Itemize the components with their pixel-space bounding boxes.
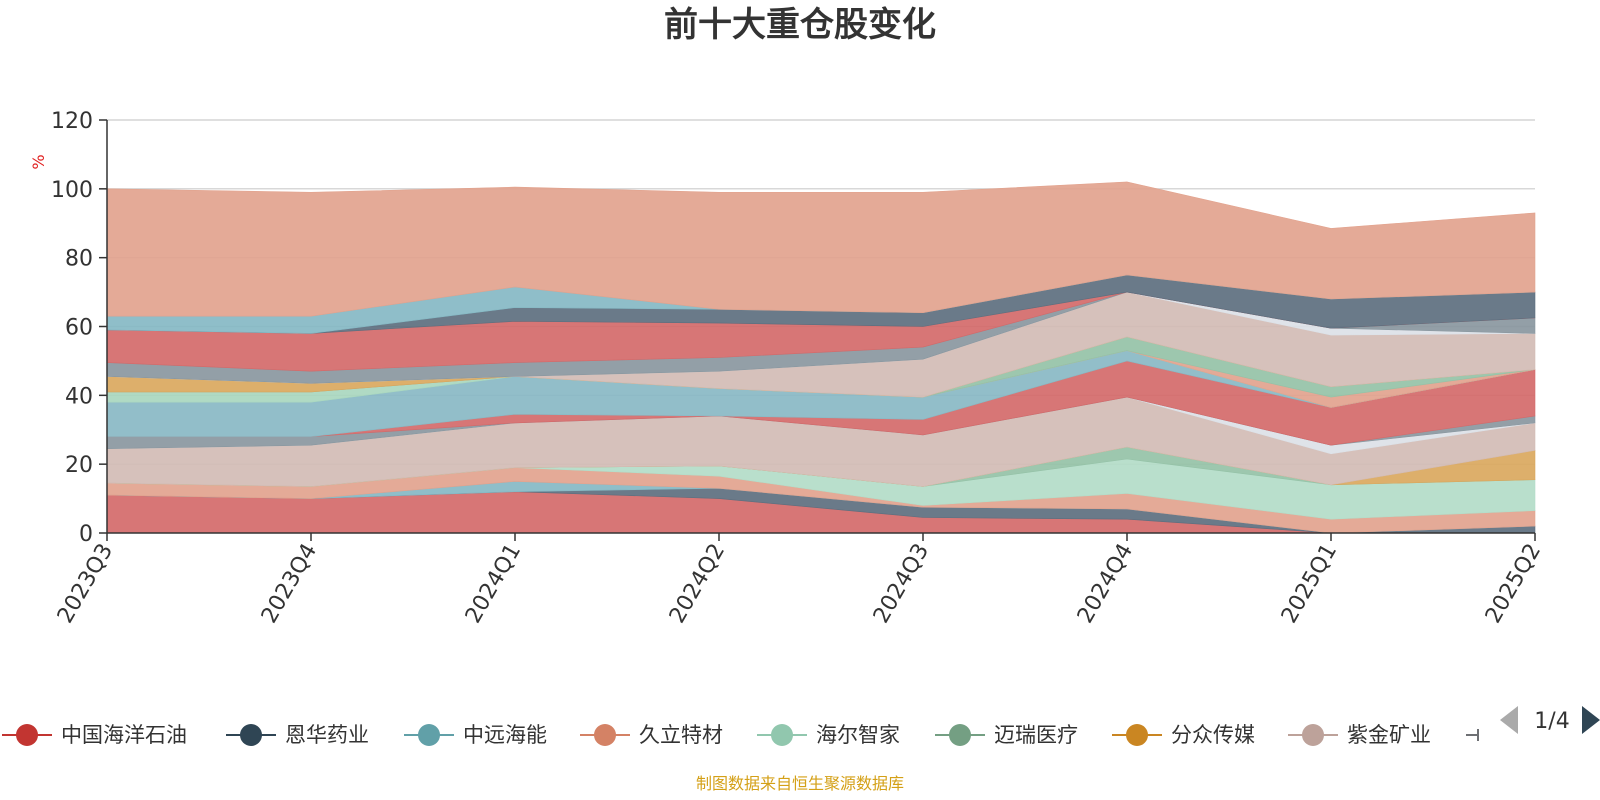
legend-item[interactable]: 分众传媒 (1112, 723, 1255, 747)
y-tick-label: 100 (51, 178, 93, 203)
legend-label: 紫金矿业 (1347, 723, 1431, 747)
legend-label: 中国海洋石油 (61, 723, 187, 747)
legend-item[interactable]: 紫金矿业 (1288, 723, 1431, 747)
y-tick-label: 40 (65, 384, 93, 409)
legend-label: 恩华药业 (285, 723, 369, 747)
legend-item[interactable]: 中国海洋石油 (2, 723, 187, 747)
legend-item[interactable]: 久立特材 (580, 723, 723, 747)
legend-item[interactable]: 迈瑞医疗 (935, 723, 1078, 747)
legend-label: 迈瑞医疗 (994, 723, 1078, 747)
legend-marker-icon (240, 724, 262, 746)
y-tick-label: 120 (51, 109, 93, 134)
x-tick-label: 2025Q2 (1481, 540, 1546, 628)
x-tick-label: 2024Q4 (1073, 540, 1138, 628)
legend-marker-icon (1126, 724, 1148, 746)
legend-label: 海尔智家 (816, 723, 900, 747)
y-tick-label: 20 (65, 453, 93, 478)
x-tick-label: 2024Q1 (461, 540, 526, 628)
x-tick-label: 2023Q3 (53, 540, 118, 628)
legend-marker-icon (949, 724, 971, 746)
area-series-layer (106, 181, 1536, 534)
legend-item[interactable]: 恩华药业 (226, 723, 369, 747)
y-axis-unit-label: % (29, 154, 48, 169)
y-tick-label: 80 (65, 247, 93, 272)
legend-marker-icon (771, 724, 793, 746)
chart-title: 前十大重仓股变化 (664, 5, 936, 45)
legend-label: 久立特材 (639, 723, 723, 747)
legend-item[interactable]: 海尔智家 (757, 723, 900, 747)
legend-marker-icon (594, 724, 616, 746)
area-series-22[interactable] (106, 181, 1536, 317)
x-tick-label: 2025Q1 (1277, 540, 1342, 628)
x-tick-label: 2024Q2 (665, 540, 730, 628)
y-tick-label: 0 (79, 522, 93, 547)
legend-page-indicator: 1/4 (1534, 709, 1569, 734)
legend-label: 中远海能 (463, 723, 547, 747)
legend-marker-icon (418, 724, 440, 746)
legend-label: 分众传媒 (1171, 723, 1255, 747)
x-tick-label: 2023Q4 (257, 540, 322, 628)
legend-pager: 1/4 (1500, 706, 1600, 734)
y-tick-label: 60 (65, 316, 93, 341)
legend-next-page-icon[interactable] (1582, 706, 1600, 734)
legend-prev-page-icon[interactable] (1500, 706, 1518, 734)
legend-item[interactable]: 中远海能 (404, 723, 547, 747)
legend: 中国海洋石油 恩华药业 中远海能 久立特材 海尔智家 迈瑞医疗 分众传媒 紫金矿业 (2, 723, 1479, 747)
legend-marker-icon (1302, 724, 1324, 746)
data-source-note: 制图数据来自恒生聚源数据库 (696, 774, 904, 793)
x-tick-label: 2024Q3 (869, 540, 934, 628)
legend-marker-icon (16, 724, 38, 746)
